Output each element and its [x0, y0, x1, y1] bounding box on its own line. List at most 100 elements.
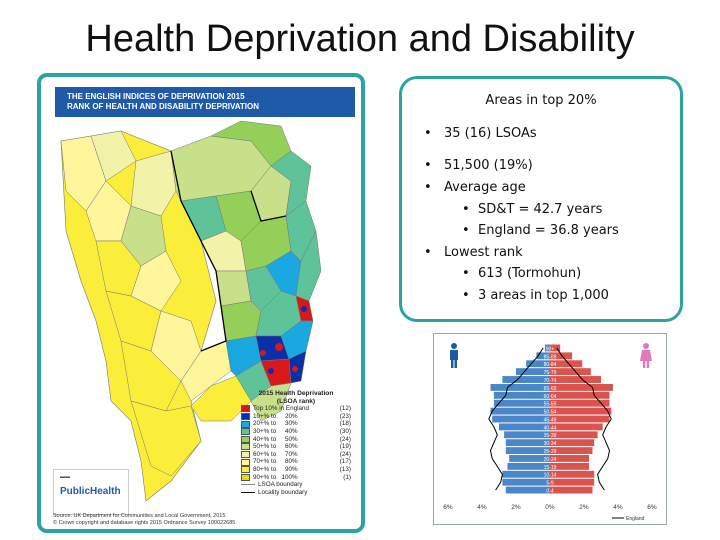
female-bar	[550, 431, 598, 439]
locality-line-swatch	[241, 492, 255, 494]
x-tick-label: 4%	[613, 504, 623, 511]
female-bar	[550, 447, 593, 455]
legend-item: Top 10% in England (12)	[241, 405, 351, 413]
bullet-text: Average age	[444, 180, 526, 195]
legend-swatch	[241, 451, 250, 459]
x-tick-label: 4%	[477, 504, 487, 511]
female-bar	[550, 344, 561, 352]
deprivation-map-panel: THE ENGLISH INDICES OF DEPRIVATION 2015 …	[37, 73, 365, 533]
legend-item: 50+% to 60% (19)	[241, 443, 351, 451]
male-bar	[490, 383, 550, 391]
age-band-label: 25-29	[544, 449, 557, 455]
legend-count: (23)	[339, 412, 351, 420]
age-band-label: 90+	[546, 346, 555, 352]
population-pyramid: 90+ 85-89 80-84 75-79 70-74 65-69 60-64 55-59 50…	[433, 333, 667, 525]
male-bar	[492, 415, 550, 423]
female-bar	[550, 462, 590, 470]
legend-label: 60+% to 70%	[253, 450, 298, 458]
bullet-text: 35 (16) LSOAs	[444, 126, 537, 141]
bullet-text: SD&T = 42.7 years	[478, 202, 603, 217]
female-bar	[550, 376, 601, 383]
sub-bullet-item: • 613 (Tormohun)	[462, 266, 582, 281]
info-heading: Areas in top 20%	[485, 93, 597, 108]
bullet-item: • Lowest rank	[424, 245, 523, 260]
age-band-label: 80-84	[544, 362, 557, 368]
male-bar	[490, 407, 550, 415]
bullet-item: • 51,500 (19%)	[424, 158, 533, 173]
legend-locality-label: Locality boundary	[258, 488, 308, 496]
map-header-line1: THE ENGLISH INDICES OF DEPRIVATION 2015	[67, 92, 245, 101]
bullet-item: • Average age	[424, 180, 526, 195]
legend-swatch	[241, 435, 250, 443]
legend-count: (18)	[339, 420, 351, 428]
legend-item: 70+% to 80% (17)	[241, 458, 351, 466]
pyramid-chart: 90+ 85-89 80-84 75-79 70-74 65-69 60-64 55-59 50…	[443, 343, 657, 522]
legend-locality-boundary: Locality boundary	[241, 489, 351, 497]
legend-count: (24)	[339, 450, 351, 458]
sub-bullet-item: • SD&T = 42.7 years	[462, 202, 603, 217]
pyramid-legend: England	[612, 516, 645, 522]
female-bar	[550, 415, 610, 423]
x-tick-label: 6%	[647, 504, 657, 511]
male-bar	[505, 486, 550, 494]
legend-item: 60+% to 70% (24)	[241, 451, 351, 459]
map-header-line2: RANK OF HEALTH AND DISABILITY DEPRIVATIO…	[67, 102, 259, 111]
legend-count: (17)	[339, 458, 351, 466]
female-bar	[550, 423, 603, 431]
legend-swatch	[241, 405, 250, 413]
female-bar	[550, 368, 591, 376]
lsoa-line-swatch	[241, 484, 255, 486]
legend-label: 70+% to 80%	[253, 458, 298, 466]
male-icon	[450, 343, 458, 368]
info-box: Areas in top 20% • 35 (16) LSOAs • 51,500 …	[399, 76, 683, 322]
age-band-label: 65-69	[544, 386, 557, 392]
age-band-label: 35-39	[544, 433, 557, 439]
legend-lsoa-label: LSOA boundary	[258, 481, 303, 489]
legend-swatch	[241, 443, 250, 451]
x-tick-label: 2%	[511, 504, 521, 511]
female-bar	[550, 383, 613, 391]
male-bar	[544, 344, 550, 352]
legend-item: 20+% to 30% (18)	[241, 420, 351, 428]
female-bar	[550, 439, 595, 447]
england-line	[556, 347, 612, 491]
map-header: THE ENGLISH INDICES OF DEPRIVATION 2015 …	[55, 87, 355, 117]
legend-item: 30+% to 40% (30)	[241, 428, 351, 436]
female-bar	[550, 399, 610, 407]
legend-count: (30)	[339, 427, 351, 435]
age-band-label: 15-19	[544, 465, 557, 471]
bullet-item: • 35 (16) LSOAs	[424, 126, 537, 141]
legend-item: 40+% to 50% (24)	[241, 436, 351, 444]
legend-count: (24)	[339, 435, 351, 443]
male-bar	[493, 399, 550, 407]
female-bar	[550, 478, 595, 486]
legend-count: (1)	[343, 473, 351, 481]
pyramid-legend-label: England	[626, 516, 645, 522]
age-band-label: 85-89	[544, 354, 557, 360]
bullet-text: 613 (Tormohun)	[478, 266, 582, 281]
female-bar	[550, 470, 595, 478]
legend-item: 90+% to 100% (1)	[241, 474, 351, 482]
legend-swatch	[241, 466, 250, 474]
england-line	[488, 347, 544, 491]
legend-count: (13)	[339, 465, 351, 473]
male-bar	[505, 447, 550, 455]
male-bar	[507, 462, 550, 470]
bullet-text: 51,500 (19%)	[444, 158, 533, 173]
male-bar	[502, 478, 550, 486]
age-band-label: 50-54	[544, 410, 557, 416]
female-bar	[550, 455, 590, 462]
legend-label: 50+% to 60%	[253, 443, 298, 451]
bullet-text: 3 areas in top 1,000	[478, 288, 609, 303]
deprivation-map	[60, 121, 322, 501]
age-band-label: 40-44	[544, 425, 557, 431]
x-tick-label: 2%	[579, 504, 589, 511]
age-band-label: 45-49	[544, 417, 557, 423]
sub-bullet-item: • England = 36.8 years	[462, 223, 619, 238]
male-bar	[505, 439, 550, 447]
female-bar	[550, 352, 573, 360]
public-health-logo: ▬▬ PublicHealth	[53, 469, 129, 515]
male-bar	[493, 391, 550, 399]
legend-title: 2015 Health Deprivation	[258, 390, 334, 397]
male-bar	[536, 352, 550, 360]
